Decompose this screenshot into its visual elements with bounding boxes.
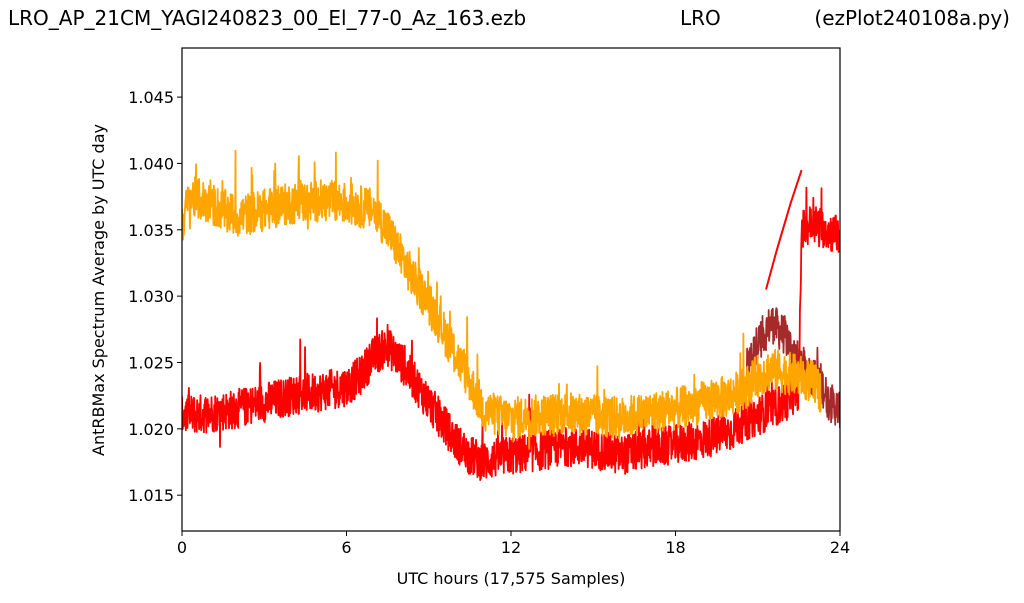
- y-axis: 1.015 1.020 1.025 1.030 1.035 1.040 1.045: [128, 88, 182, 505]
- y-tick-label: 1.020: [128, 420, 174, 439]
- series-line-3: [182, 149, 822, 450]
- y-tick-label: 1.035: [128, 221, 174, 240]
- y-tick-label: 1.040: [128, 154, 174, 173]
- x-axis: 0 6 12 18 24: [177, 531, 850, 557]
- y-tick-label: 1.045: [128, 88, 174, 107]
- y-tick-label: 1.015: [128, 486, 174, 505]
- x-tick-label: 0: [177, 538, 187, 557]
- x-axis-label: UTC hours (17,575 Samples): [397, 569, 626, 588]
- script-title: (ezPlot240108a.py): [814, 6, 1010, 30]
- y-axis-label: AntRBMax Spectrum Average by UTC day: [89, 124, 108, 456]
- station-title: LRO: [680, 6, 721, 30]
- series-line-1: [745, 307, 840, 429]
- x-tick-label: 6: [341, 538, 351, 557]
- file-name-title: LRO_AP_21CM_YAGI240823_00_El_77-0_Az_163…: [8, 6, 527, 30]
- x-tick-label: 12: [501, 538, 521, 557]
- series-layer: [182, 149, 840, 482]
- connector-line: [765, 169, 803, 290]
- y-tick-label: 1.025: [128, 353, 174, 372]
- y-tick-label: 1.030: [128, 287, 174, 306]
- x-tick-label: 24: [830, 538, 850, 557]
- x-tick-label: 18: [665, 538, 685, 557]
- series-line-2: [182, 186, 840, 482]
